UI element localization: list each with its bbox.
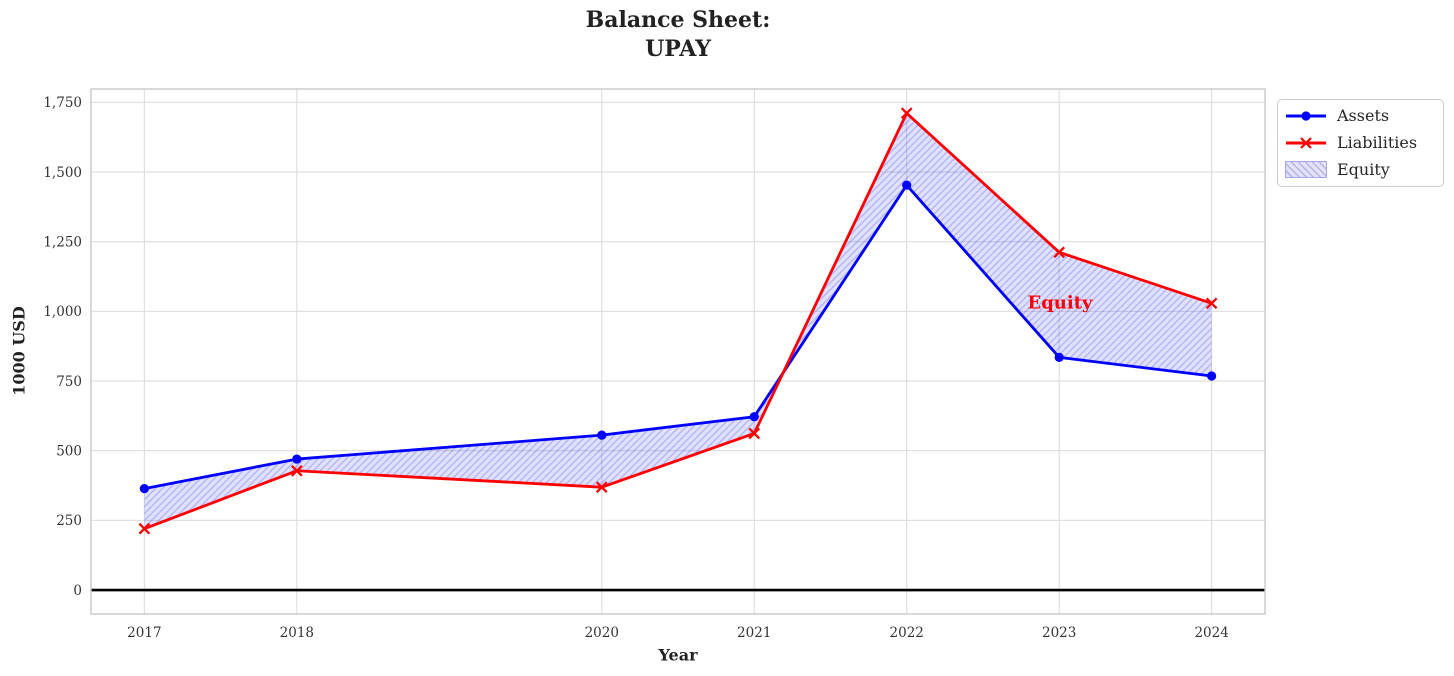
y-axis-label: 1000 USD — [9, 306, 29, 396]
svg-text:2018: 2018 — [280, 625, 314, 641]
legend-item-liabilities: Liabilities — [1284, 130, 1437, 156]
svg-text:750: 750 — [56, 374, 82, 390]
svg-text:2021: 2021 — [737, 625, 771, 641]
svg-text:1,250: 1,250 — [43, 235, 82, 251]
svg-text:250: 250 — [56, 513, 82, 529]
svg-text:2020: 2020 — [585, 625, 619, 641]
assets-line-icon — [1284, 106, 1328, 126]
legend-label-liabilities: Liabilities — [1337, 132, 1418, 152]
chart-title: Balance Sheet: UPAY — [585, 7, 771, 63]
svg-text:2024: 2024 — [1194, 625, 1228, 641]
svg-text:2017: 2017 — [127, 625, 161, 641]
x-tick-labels: 2017 2018 2020 2021 2022 2023 2024 — [127, 625, 1229, 641]
svg-text:2022: 2022 — [890, 625, 924, 641]
axes-spines — [90, 88, 1266, 615]
svg-text:1,000: 1,000 — [43, 304, 82, 320]
liabilities-markers — [138, 107, 1218, 535]
equity-fill — [144, 113, 1212, 529]
legend-item-equity: Equity — [1284, 157, 1437, 183]
svg-text:2023: 2023 — [1042, 625, 1076, 641]
y-tick-labels: 0 250 500 750 1,000 1,250 1,500 1,750 — [43, 95, 82, 599]
equity-annotation: Equity — [1027, 292, 1093, 314]
liabilities-line-icon — [1284, 133, 1328, 153]
legend: Assets Liabilities Equity — [1277, 99, 1444, 187]
legend-label-assets: Assets — [1337, 106, 1390, 126]
svg-text:1,500: 1,500 — [43, 165, 82, 181]
svg-text:0: 0 — [73, 583, 82, 599]
legend-item-assets: Assets — [1284, 103, 1437, 129]
assets-markers — [139, 180, 1217, 494]
svg-text:1,750: 1,750 — [43, 95, 82, 111]
equity-patch-icon — [1284, 161, 1328, 179]
svg-text:500: 500 — [56, 444, 82, 460]
legend-label-equity: Equity — [1337, 159, 1390, 179]
x-axis-label: Year — [658, 645, 698, 665]
